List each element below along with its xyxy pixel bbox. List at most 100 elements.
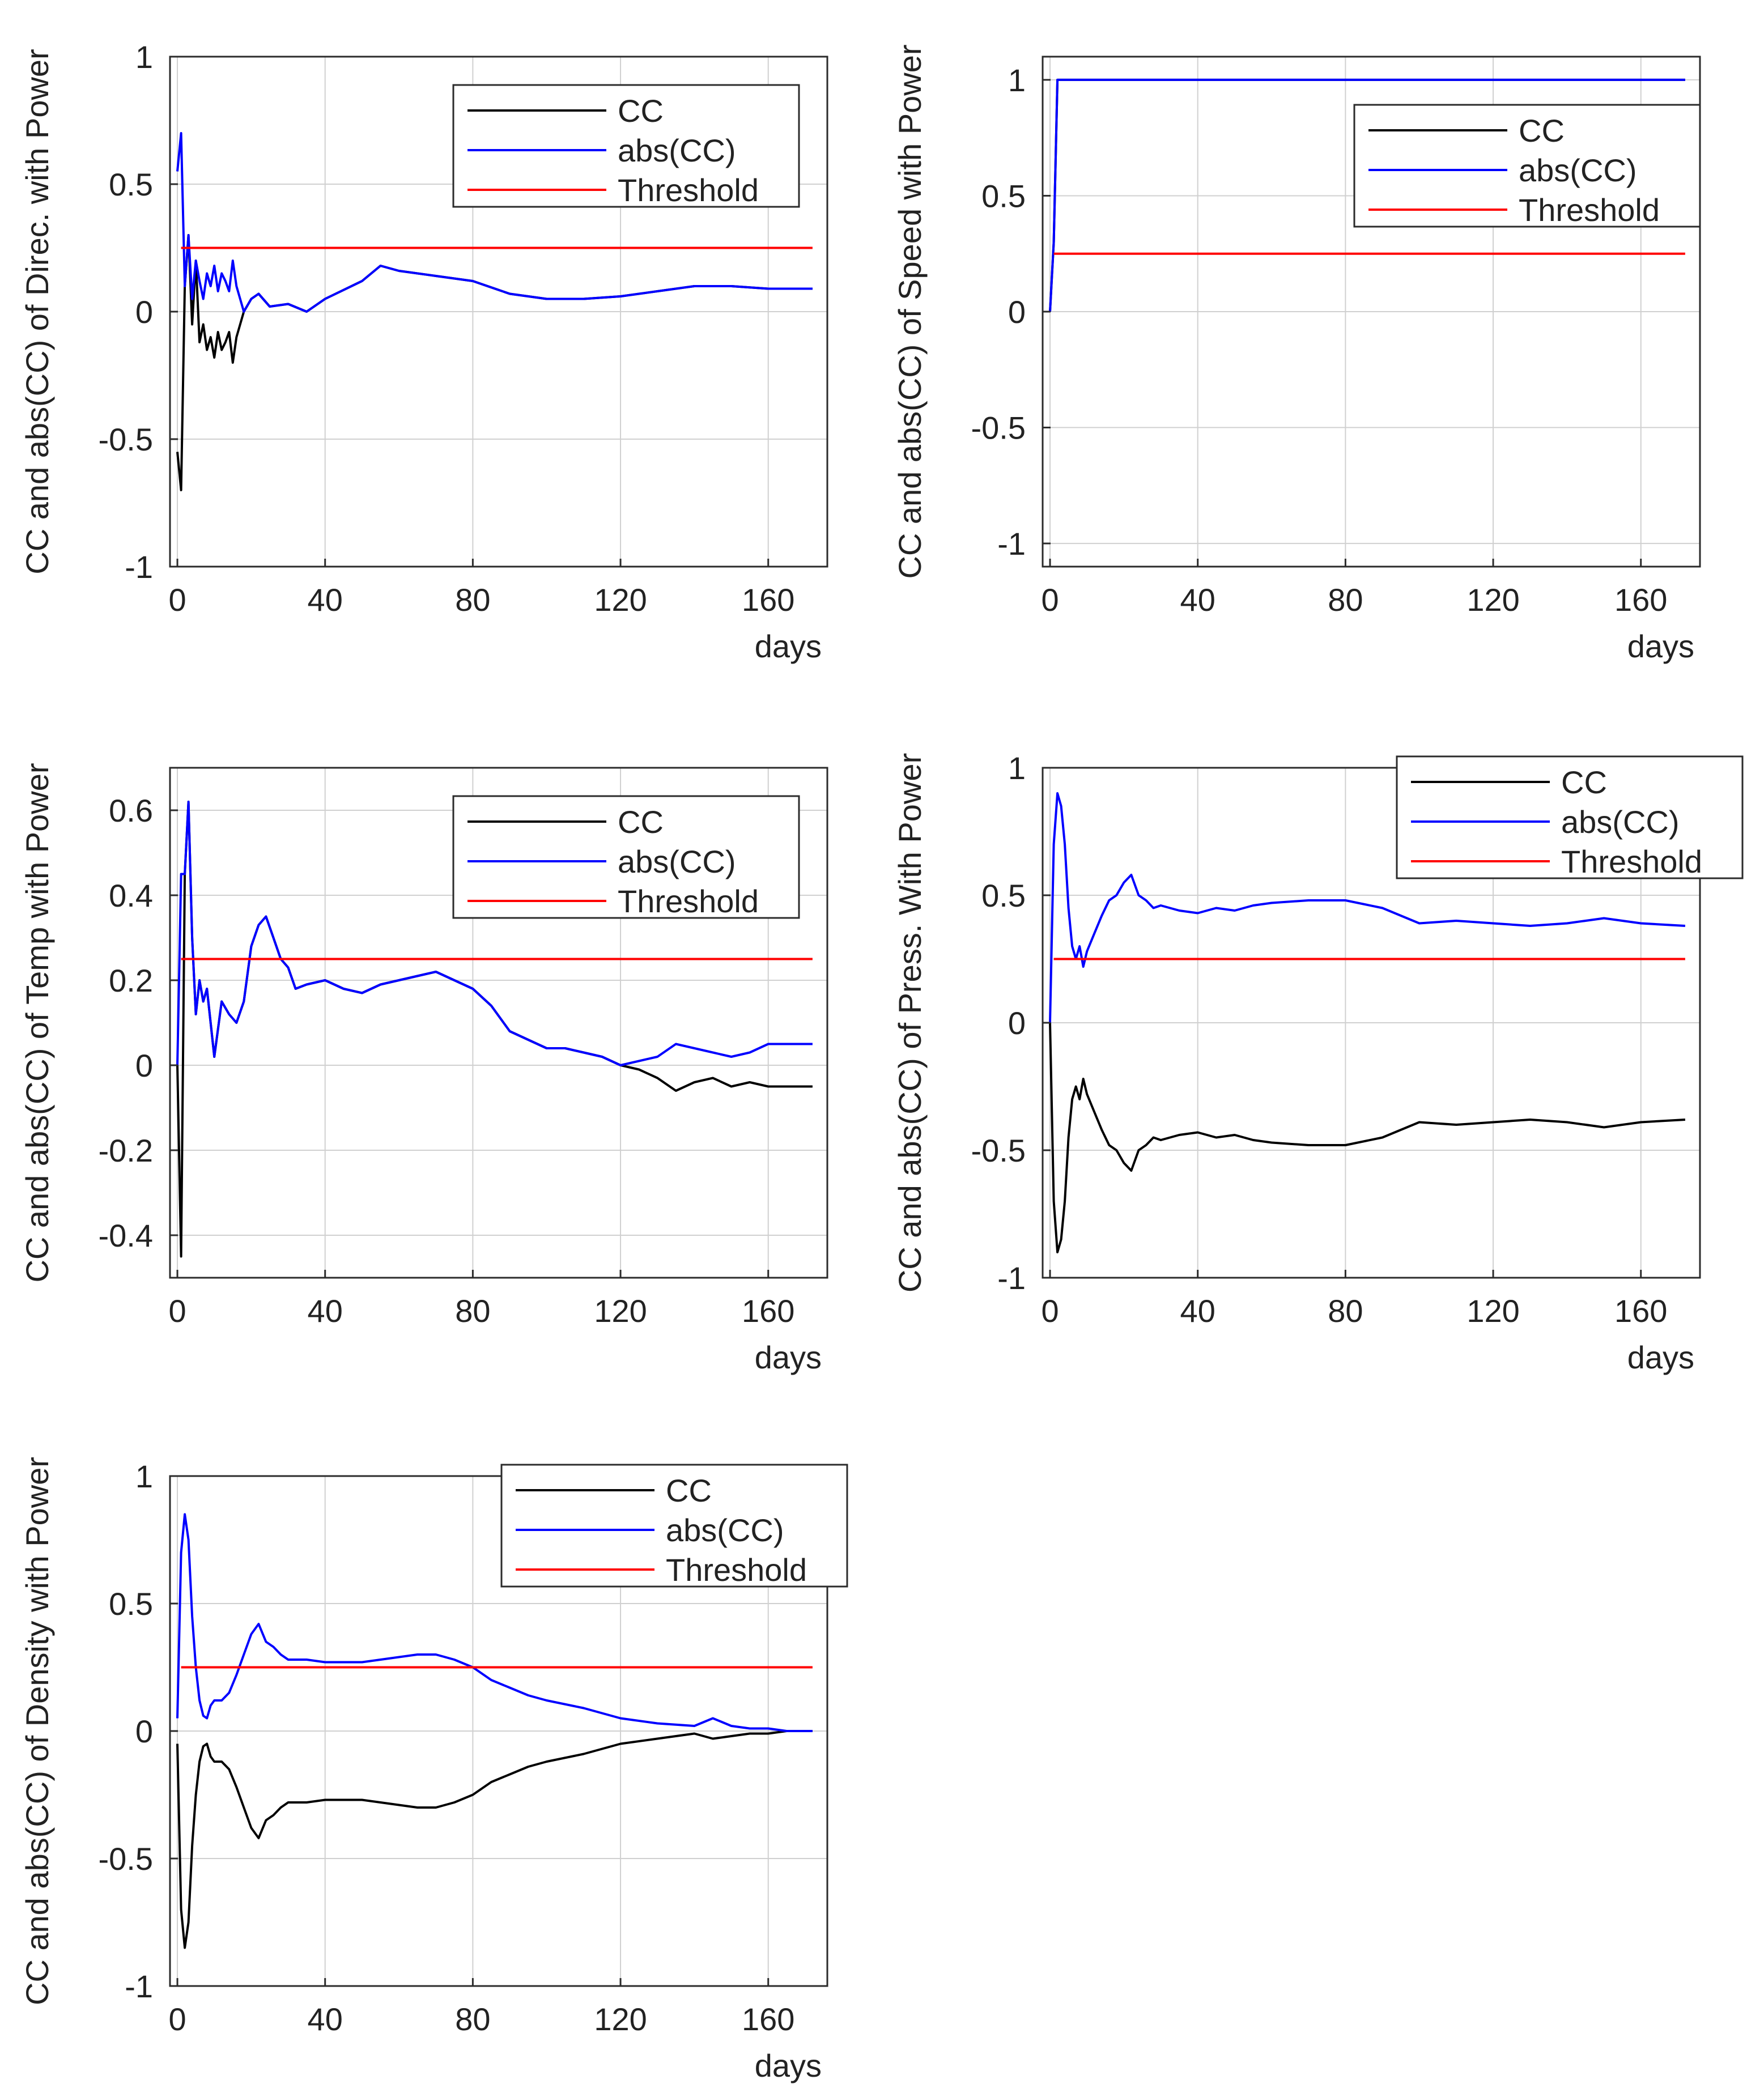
chart-panel-temperature: 0 40 80 120 160 -0.4 -0.2 0 0.2 0.4 0.6 days CC and … (19, 763, 828, 1375)
y-tick-label: 1 (1008, 750, 1026, 786)
chart-panel-speed: 0 40 80 120 160 -1 -0.5 0 0.5 1 days CC and abs(CC)… (892, 44, 1701, 664)
legend-box (452, 795, 800, 919)
x-tick-label: 0 (168, 1293, 186, 1329)
x-tick-label: 160 (742, 2001, 794, 2037)
x-tick-label: 0 (1041, 582, 1059, 618)
y-tick-label: -1 (125, 1968, 153, 2004)
x-tick-label: 160 (1614, 582, 1667, 618)
y-tick-label: -1 (997, 526, 1026, 562)
x-tick-label: 80 (455, 2001, 490, 2037)
x-axis-label: days (1627, 628, 1694, 664)
legend-box (1353, 104, 1701, 228)
x-tick-label: 120 (594, 582, 647, 618)
x-tick-label: 40 (308, 1293, 343, 1329)
legend-label: abs(CC) (666, 1512, 784, 1548)
y-tick-label: 0 (1008, 1005, 1026, 1041)
x-axis-label: days (755, 1339, 822, 1375)
y-tick-label: 0 (135, 294, 153, 330)
legend: CC abs(CC) Threshold (452, 795, 800, 919)
legend-label: CC (1519, 113, 1565, 148)
x-tick-label: 120 (1467, 1293, 1519, 1329)
legend-label: Threshold (618, 172, 759, 208)
legend: CC abs(CC) Threshold (500, 1464, 848, 1588)
y-axis-label: CC and abs(CC) of Temp with Power (19, 763, 55, 1282)
legend-box (1396, 755, 1744, 879)
y-tick-label: 0.2 (109, 963, 153, 998)
axes-frame (169, 767, 828, 1279)
legend-label: Threshold (1519, 192, 1660, 228)
y-tick-label: -0.5 (971, 1133, 1026, 1168)
x-tick-label: 120 (594, 1293, 647, 1329)
x-tick-label: 40 (1180, 1293, 1215, 1329)
y-tick-label: 0.5 (981, 878, 1026, 913)
legend-label: abs(CC) (1519, 152, 1637, 188)
legend-label: CC (1561, 764, 1607, 800)
series-line-cc (176, 1730, 813, 1949)
legend-label: Threshold (1561, 844, 1702, 879)
series-line-abs-cc (176, 801, 813, 1066)
legend-label: abs(CC) (618, 133, 736, 168)
legend-label: CC (618, 93, 664, 129)
y-tick-label: 1 (135, 39, 153, 75)
chart-panel-direction: 0 40 80 120 160 -1 -0.5 0 0.5 1 days CC and abs(CC)… (19, 39, 828, 664)
x-tick-label: 80 (455, 582, 490, 618)
x-tick-label: 120 (594, 2001, 647, 2037)
y-tick-label: -1 (125, 549, 153, 585)
series-line-abs-cc (176, 1513, 813, 1732)
y-tick-label: -1 (997, 1260, 1026, 1296)
y-tick-label: 1 (135, 1458, 153, 1494)
legend: CC abs(CC) Threshold (452, 84, 800, 208)
x-tick-label: 80 (1328, 1293, 1363, 1329)
y-tick-label: 0.5 (109, 1586, 153, 1622)
series-line-abs-cc (1049, 78, 1685, 312)
y-tick-label: 1 (1008, 62, 1026, 98)
y-tick-label: -0.5 (99, 1841, 154, 1877)
chart-panel-pressure: 0 40 80 120 160 -1 -0.5 0 0.5 1 days CC and abs(CC)… (892, 750, 1744, 1375)
chart-panel-density: 0 40 80 120 160 -1 -0.5 0 0.5 1 days CC and abs(CC)… (19, 1457, 848, 2083)
legend-label: abs(CC) (618, 844, 736, 879)
x-axis-label: days (755, 2048, 822, 2083)
y-axis-label: CC and abs(CC) of Speed with Power (892, 44, 928, 579)
y-tick-label: -0.2 (99, 1133, 154, 1168)
legend-box (452, 84, 800, 208)
x-tick-label: 0 (168, 582, 186, 618)
legend: CC abs(CC) Threshold (1396, 755, 1744, 879)
series-line-abs-cc (1049, 792, 1686, 1023)
x-tick-label: 40 (308, 2001, 343, 2037)
x-axis-label: days (755, 628, 822, 664)
y-tick-label: -0.4 (99, 1218, 154, 1253)
x-tick-label: 40 (308, 582, 343, 618)
legend-label: CC (666, 1473, 712, 1508)
x-tick-label: 0 (168, 2001, 186, 2037)
y-tick-label: 0.6 (109, 793, 153, 828)
x-tick-label: 160 (742, 1293, 794, 1329)
y-tick-label: 0 (135, 1713, 153, 1749)
legend-label: Threshold (666, 1552, 807, 1588)
x-tick-label: 160 (1614, 1293, 1667, 1329)
y-tick-label: 0.4 (109, 878, 153, 913)
y-tick-label: 0.5 (981, 178, 1026, 214)
x-tick-label: 120 (1467, 582, 1519, 618)
x-tick-label: 80 (455, 1293, 490, 1329)
y-axis-label: CC and abs(CC) of Press. With Power (892, 753, 928, 1292)
y-axis-label: CC and abs(CC) of Direc. with Power (19, 49, 55, 574)
legend-label: abs(CC) (1561, 804, 1679, 840)
y-tick-label: 0.5 (109, 167, 153, 202)
x-axis-label: days (1627, 1339, 1694, 1375)
y-tick-label: -0.5 (971, 410, 1026, 446)
x-tick-label: 160 (742, 582, 794, 618)
legend: CC abs(CC) Threshold (1353, 104, 1701, 228)
series-line-cc (1049, 1022, 1686, 1253)
y-axis-label: CC and abs(CC) of Density with Power (19, 1457, 55, 2005)
x-tick-label: 40 (1180, 582, 1215, 618)
legend-box (500, 1464, 848, 1588)
series-line-abs-cc (176, 132, 813, 313)
x-tick-label: 0 (1041, 1293, 1059, 1329)
y-tick-label: 0 (135, 1048, 153, 1083)
y-tick-label: -0.5 (99, 422, 154, 457)
x-tick-label: 80 (1328, 582, 1363, 618)
legend-label: Threshold (618, 883, 759, 919)
y-tick-label: 0 (1008, 294, 1026, 330)
legend-label: CC (618, 804, 664, 840)
